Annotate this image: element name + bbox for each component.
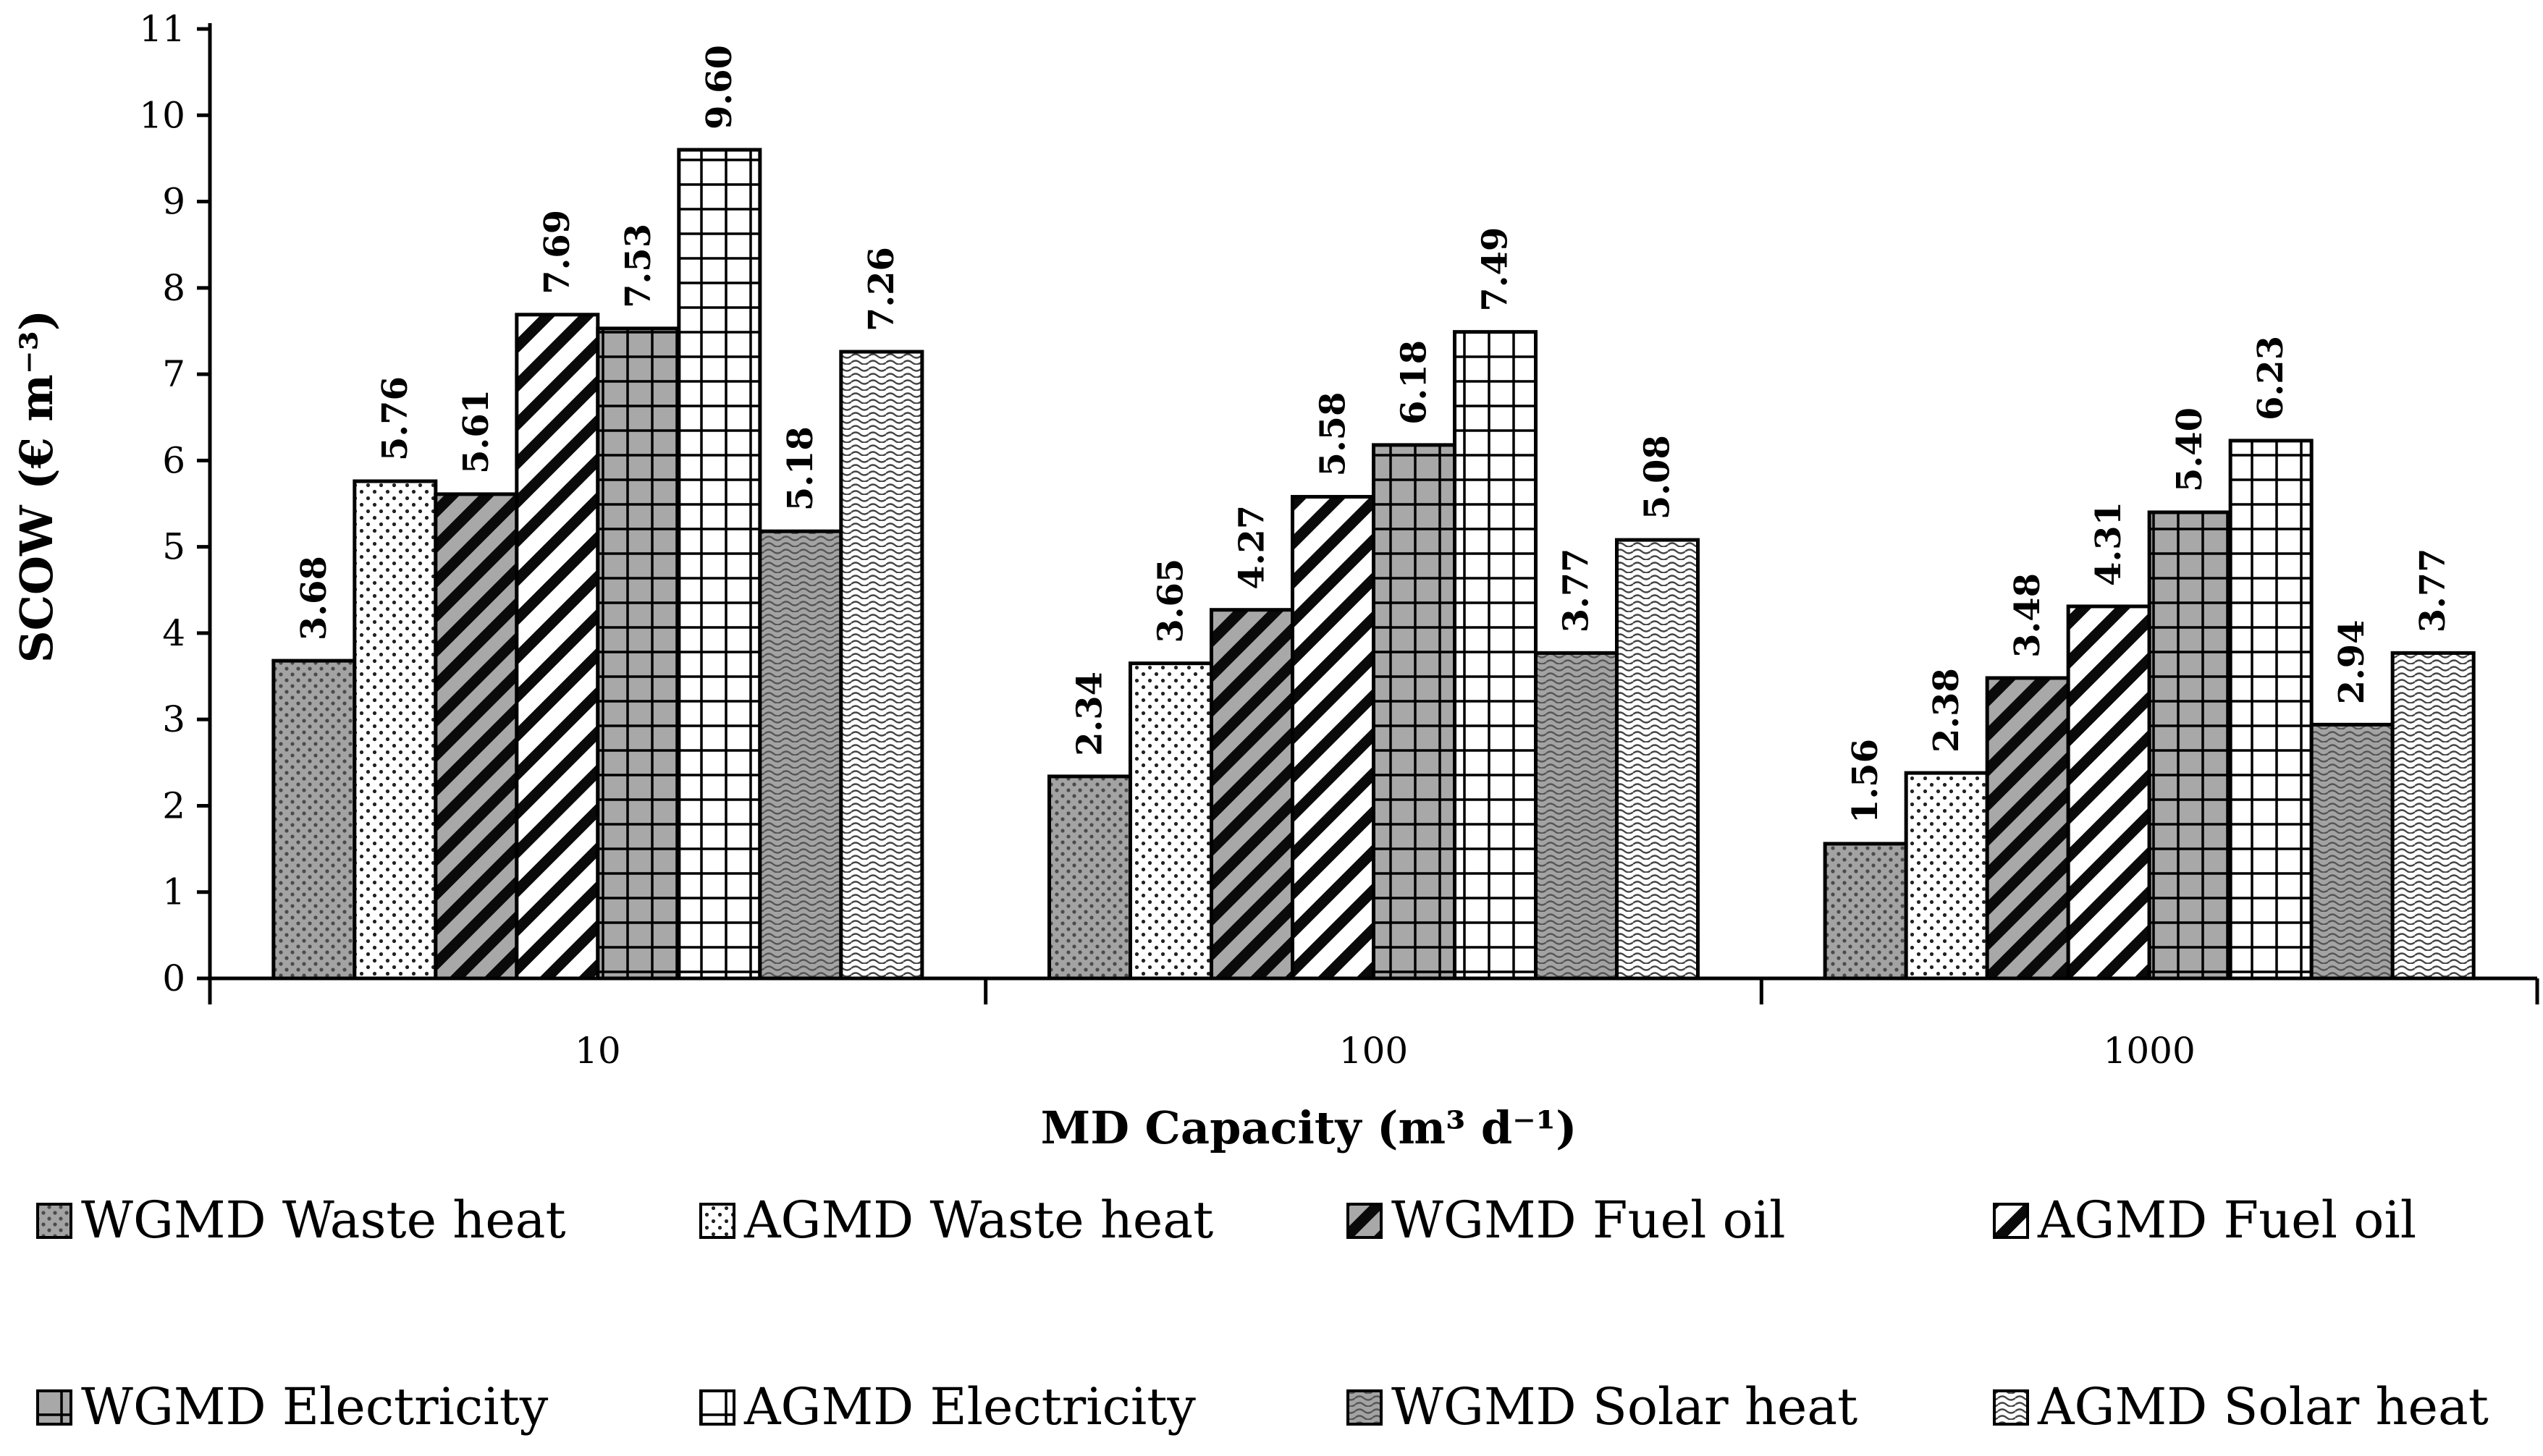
y-tick-label: 10 (139, 94, 185, 136)
bar-agmd-waste-heat-10 (353, 479, 438, 981)
bar-agmd-solar-heat-1000 (2390, 651, 2476, 981)
y-tick-label: 6 (162, 439, 185, 481)
data-label: 7.53 (618, 224, 659, 308)
legend-label: AGMD Electricity (743, 1377, 1196, 1436)
legend-swatch (1993, 1389, 2029, 1426)
legend-label: WGMD Waste heat (81, 1190, 566, 1250)
data-label: 2.94 (2332, 619, 2372, 704)
data-label: 2.38 (1926, 668, 1967, 753)
bar-wgmd-solar-heat-10 (758, 529, 843, 981)
legend-swatch (1346, 1389, 1383, 1426)
bar-agmd-electricity-10 (677, 148, 762, 981)
y-axis-title: SCOW (€ m⁻³) (10, 310, 63, 663)
y-tick-label: 4 (162, 612, 185, 654)
data-label: 5.76 (375, 376, 416, 461)
data-label: 3.68 (294, 556, 334, 640)
bar-wgmd-fuel-oil-10 (434, 492, 519, 981)
bar-wgmd-waste-heat-100 (1047, 774, 1132, 981)
data-label: 7.26 (861, 247, 902, 331)
data-label: 4.27 (1232, 505, 1273, 590)
bar-wgmd-electricity-1000 (2147, 510, 2232, 981)
data-label: 1.56 (1845, 739, 1886, 824)
data-label: 9.60 (699, 45, 740, 130)
bar-agmd-waste-heat-1000 (1904, 771, 1989, 981)
data-label: 6.23 (2251, 336, 2291, 420)
bar-agmd-electricity-1000 (2228, 439, 2314, 981)
y-tick-label: 3 (162, 698, 185, 740)
bar-agmd-fuel-oil-1000 (2066, 604, 2151, 981)
axes-layer: 0 1 2 3 4 5 6 7 8 9 10 11 10 100 1000 (139, 8, 2539, 1072)
bar-wgmd-solar-heat-1000 (2309, 722, 2395, 981)
data-label: 5.18 (780, 426, 821, 511)
data-label: 3.48 (2007, 573, 2048, 658)
legend-swatch (1993, 1203, 2029, 1239)
data-label: 6.18 (1394, 340, 1435, 425)
bar-agmd-waste-heat-100 (1129, 661, 1213, 981)
legend-swatch (36, 1203, 72, 1239)
x-tick-label: 10 (575, 1030, 621, 1072)
bar-wgmd-fuel-oil-1000 (1985, 676, 2070, 981)
data-label: 3.77 (1556, 548, 1597, 632)
legend-label: AGMD Waste heat (743, 1190, 1213, 1250)
legend-label: AGMD Fuel oil (2037, 1190, 2416, 1250)
bars-layer: 3.68 5.76 5.61 7.69 7.53 9.60 5.18 7.26 2.34 3.65… (271, 45, 2476, 981)
y-tick-label: 7 (162, 353, 185, 395)
legend-label: WGMD Fuel oil (1391, 1190, 1786, 1250)
bar-wgmd-waste-heat-10 (271, 659, 357, 981)
data-label: 5.58 (1313, 392, 1354, 477)
legend-swatch (699, 1203, 735, 1239)
legend-label: WGMD Electricity (81, 1377, 549, 1436)
data-label: 7.69 (537, 210, 578, 295)
legend-label: AGMD Solar heat (2037, 1377, 2489, 1436)
x-axis-title: MD Capacity (m³ d⁻¹) (1041, 1101, 1577, 1154)
legend: WGMD Waste heat AGMD Waste heat WGMD Fuel … (36, 1190, 2489, 1436)
bar-wgmd-waste-heat-1000 (1823, 842, 1908, 981)
data-label: 7.49 (1475, 227, 1516, 312)
x-tick-label: 1000 (2104, 1030, 2196, 1072)
y-tick-label: 2 (162, 784, 185, 826)
y-tick-label: 11 (139, 8, 185, 50)
bar-agmd-fuel-oil-100 (1291, 494, 1375, 981)
y-tick-label: 8 (162, 267, 185, 309)
bar-agmd-fuel-oil-10 (515, 313, 600, 981)
data-label: 2.34 (1070, 672, 1110, 756)
y-tick-label: 0 (162, 957, 185, 999)
bar-wgmd-electricity-100 (1372, 443, 1456, 981)
bar-wgmd-solar-heat-100 (1534, 651, 1619, 981)
data-label: 5.61 (456, 389, 497, 474)
legend-swatch (699, 1389, 735, 1426)
data-label: 3.77 (2413, 548, 2453, 632)
bar-agmd-electricity-100 (1453, 330, 1538, 981)
data-label: 5.40 (2169, 407, 2210, 492)
bar-agmd-solar-heat-100 (1615, 538, 1700, 981)
bar-wgmd-electricity-10 (596, 326, 681, 981)
data-label: 3.65 (1151, 559, 1192, 643)
legend-label: WGMD Solar heat (1391, 1377, 1857, 1436)
legend-swatch (1346, 1203, 1383, 1239)
y-tick-label: 1 (162, 871, 185, 913)
legend-swatch (36, 1389, 72, 1426)
y-tick-label: 9 (162, 181, 185, 223)
y-tick-label: 5 (162, 526, 185, 568)
bar-wgmd-fuel-oil-100 (1210, 608, 1294, 981)
data-label: 4.31 (2088, 501, 2129, 586)
x-tick-label: 100 (1339, 1030, 1408, 1072)
bar-agmd-solar-heat-10 (839, 350, 924, 981)
data-label: 5.08 (1637, 435, 1678, 520)
